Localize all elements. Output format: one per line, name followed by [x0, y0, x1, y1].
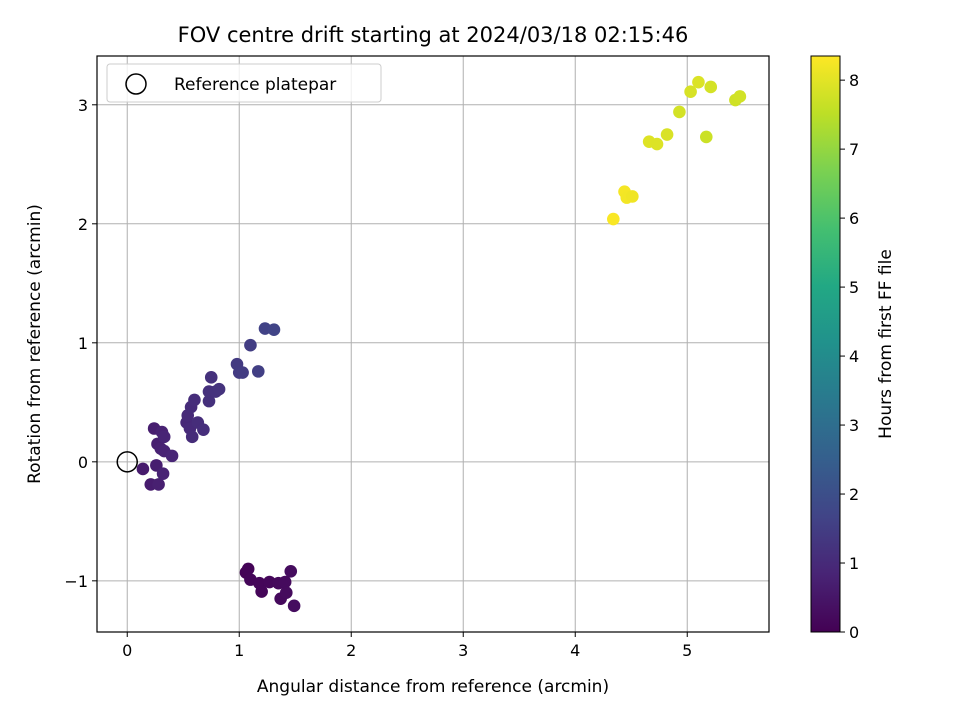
- data-point: [241, 562, 255, 576]
- data-point: [157, 430, 171, 444]
- x-axis-label: Angular distance from reference (arcmin): [257, 677, 609, 697]
- data-point: [165, 449, 179, 463]
- data-point: [204, 371, 218, 384]
- data-point: [607, 212, 620, 226]
- data-point: [197, 423, 210, 436]
- data-point: [188, 393, 201, 407]
- data-point: [704, 80, 718, 94]
- x-tick-label: 3: [458, 641, 468, 660]
- chart-title: FOV centre drift starting at 2024/03/18 …: [178, 23, 689, 47]
- x-tick-label: 0: [122, 641, 132, 660]
- colorbar-tick-label: 3: [849, 416, 859, 435]
- data-point: [684, 85, 697, 99]
- legend-label: Reference platepar: [174, 75, 336, 95]
- legend: Reference platepar: [106, 63, 382, 103]
- data-point: [284, 565, 298, 578]
- data-point: [626, 190, 639, 203]
- x-tick-label: 2: [346, 641, 356, 660]
- colorbar-tick-label: 0: [849, 623, 859, 642]
- colorbar-gradient: [810, 55, 841, 633]
- data-point: [156, 467, 170, 481]
- data-point: [650, 137, 664, 151]
- x-tick-label: 1: [234, 641, 244, 660]
- colorbar-tick-label: 2: [849, 485, 859, 504]
- y-tick-label: 1: [78, 334, 88, 353]
- colorbar-tick-label: 5: [849, 278, 859, 297]
- x-tick-label: 5: [682, 641, 692, 660]
- data-point: [251, 365, 265, 378]
- data-point: [287, 599, 301, 613]
- y-tick-label: 2: [78, 215, 88, 234]
- data-point: [255, 585, 268, 598]
- data-point: [202, 394, 216, 408]
- y-tick-label: 3: [78, 96, 88, 115]
- data-point: [185, 430, 199, 444]
- colorbar-tick-label: 6: [849, 209, 859, 228]
- data-point: [279, 586, 293, 600]
- colorbar-tick-label: 8: [849, 71, 859, 90]
- legend-marker: [125, 73, 147, 95]
- grid: [97, 56, 769, 632]
- data-point: [673, 105, 686, 119]
- colorbar-label: Hours from first FF file: [876, 249, 896, 439]
- axes: 0 1 2 3 4 5 −1 0 1 2 3: [64, 55, 770, 660]
- data-point: [152, 478, 165, 491]
- y-tick-label: 0: [78, 453, 88, 472]
- legend-box: [106, 63, 382, 103]
- data-point: [136, 462, 150, 476]
- plot-frame: [96, 55, 770, 633]
- y-tick-label: −1: [64, 572, 88, 591]
- colorbar-tick-label: 7: [849, 140, 859, 159]
- data-point: [660, 128, 674, 141]
- scatter-points: [116, 75, 747, 613]
- data-point: [692, 75, 705, 89]
- data-point: [244, 338, 257, 352]
- data-point: [699, 130, 713, 144]
- colorbar-tick-label: 1: [849, 554, 859, 573]
- colorbar: Hours from first FF file 0 1 2 3 4 5 6 7 8: [810, 55, 896, 642]
- colorbar-tick-label: 4: [849, 347, 859, 366]
- y-axis-label: Rotation from reference (arcmin): [25, 204, 45, 484]
- data-point: [733, 90, 747, 103]
- reference-marker: [116, 451, 138, 473]
- data-point: [267, 323, 281, 337]
- data-point: [278, 575, 292, 589]
- x-tick-label: 4: [570, 641, 580, 660]
- data-point: [212, 382, 226, 396]
- data-point: [236, 366, 249, 379]
